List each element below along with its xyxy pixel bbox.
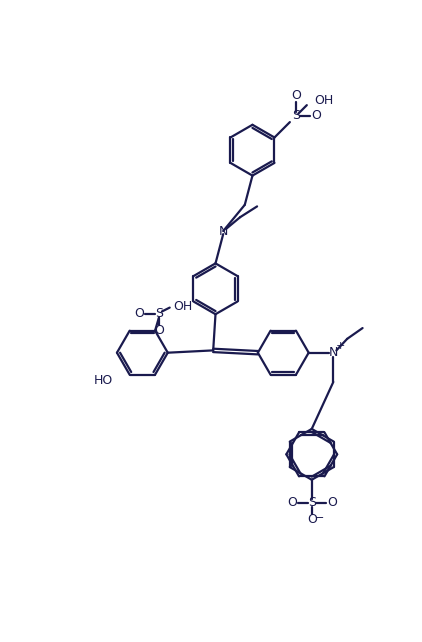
Text: O: O <box>291 89 301 103</box>
Text: HO: HO <box>93 374 113 387</box>
Text: O: O <box>154 324 164 337</box>
Text: S: S <box>155 308 163 320</box>
Text: S: S <box>292 109 300 123</box>
Text: O: O <box>311 109 321 123</box>
Text: N: N <box>219 225 228 238</box>
Text: −: − <box>315 513 324 523</box>
Text: +: + <box>335 341 345 351</box>
Text: O: O <box>287 496 297 509</box>
Text: OH: OH <box>314 94 334 107</box>
Text: O: O <box>134 308 144 320</box>
Text: OH: OH <box>173 300 192 313</box>
Text: O: O <box>327 496 337 509</box>
Text: N: N <box>329 346 338 360</box>
Text: S: S <box>308 496 316 509</box>
Text: O: O <box>307 514 316 526</box>
